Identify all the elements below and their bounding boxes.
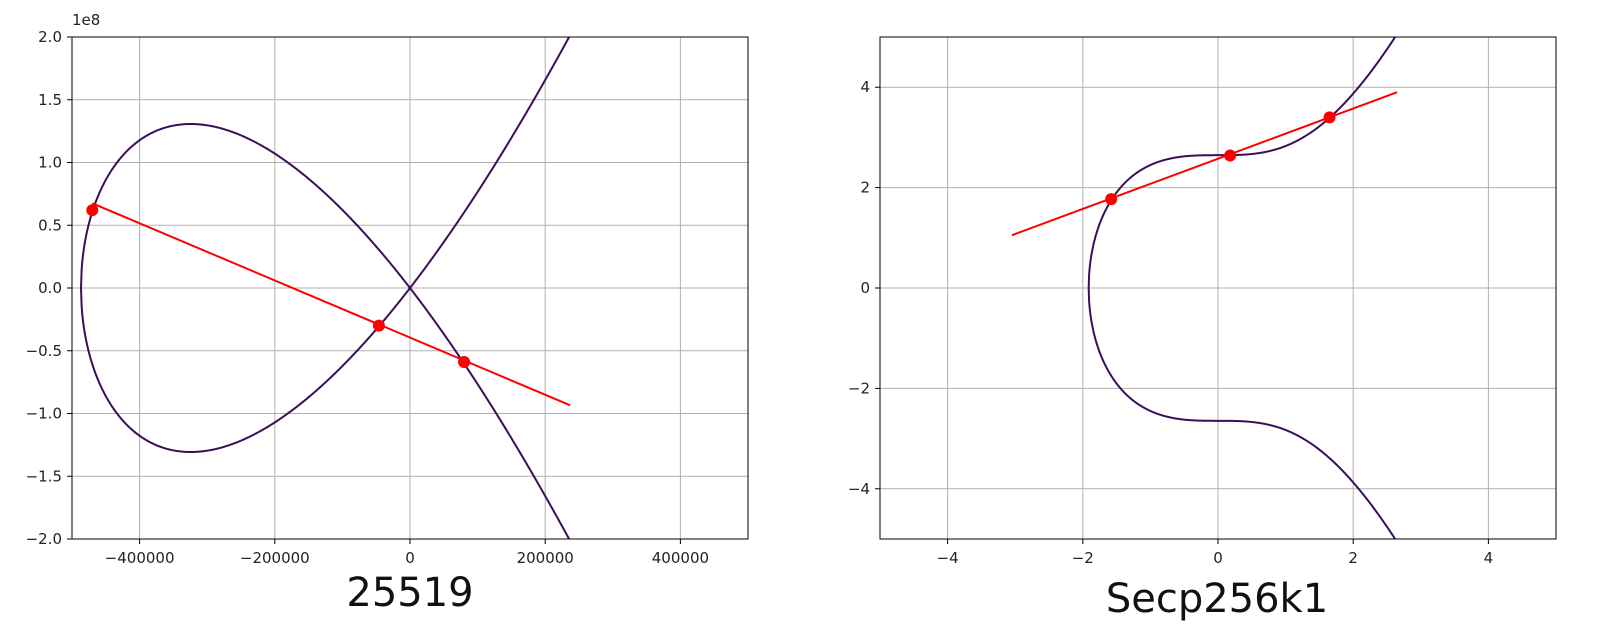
chart-secp256k1: −4 −2 0 2 4 −4 −2 0 2 4 Secp256k1 [848,36,1557,622]
secant-line [91,202,571,407]
intersection-point [1105,193,1118,206]
chart-25519: −400000 −200000 0 200000 400000 −2.0 −1.5 −1.0 −… [26,11,749,616]
y-tick-label: −0.5 [26,342,62,360]
chart-title-secp256k1: Secp256k1 [1106,576,1328,622]
marks-25519 [86,202,571,407]
secant-line [1011,91,1398,237]
y-tick-label: 1.5 [38,91,62,109]
chart-title-25519: 25519 [346,570,473,616]
y-tick-label: −1.0 [26,405,62,423]
x-tick-label: 200000 [517,549,574,567]
intersection-point [1224,149,1237,162]
curve-series [1087,37,1397,539]
y-tick-label: −2 [848,379,870,397]
x-tick-label: 4 [1484,549,1494,567]
ticks-25519: −400000 −200000 0 200000 400000 −2.0 −1.5 −1.0 −… [26,28,709,567]
y-tick-label: −1.5 [26,467,62,485]
x-tick-label: −200000 [240,549,310,567]
curve-layer-secp256k1 [1087,37,1397,539]
y-offset-label: 1e8 [72,11,100,29]
y-tick-label: 0 [860,279,870,297]
intersection-point [86,204,99,217]
x-tick-label: −4 [937,549,959,567]
grid-secp256k1 [880,37,1556,539]
curve-layer-25519 [80,37,571,539]
x-tick-label: 0 [1213,549,1223,567]
intersection-point [1323,111,1336,124]
y-tick-label: −2.0 [26,530,62,548]
ticks-secp256k1: −4 −2 0 2 4 −4 −2 0 2 4 [848,78,1493,567]
y-tick-label: 4 [860,78,870,96]
y-tick-label: 0.5 [38,216,62,234]
x-tick-label: −2 [1072,549,1094,567]
x-tick-label: 400000 [652,549,709,567]
intersection-point [458,356,471,369]
intersection-point [372,319,385,332]
x-tick-label: 2 [1348,549,1358,567]
x-tick-label: −400000 [105,549,175,567]
y-tick-label: 2 [860,179,870,197]
y-tick-label: 1.0 [38,154,62,172]
marks-secp256k1 [1011,91,1398,237]
y-tick-label: −4 [848,480,870,498]
y-tick-label: 2.0 [38,28,62,46]
y-tick-label: 0.0 [38,279,62,297]
curve-series [80,37,571,539]
x-tick-label: 0 [405,549,415,567]
